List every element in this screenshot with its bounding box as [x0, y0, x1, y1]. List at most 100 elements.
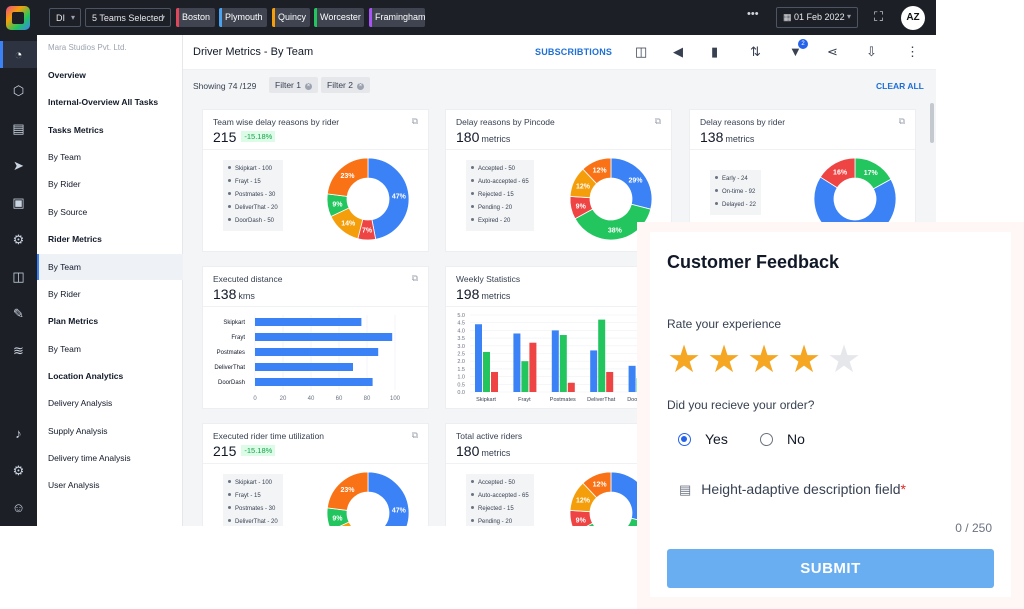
description-field[interactable]: ▤ Height-adaptive description field*: [679, 481, 906, 498]
donut-slice[interactable]: [819, 157, 856, 189]
bar[interactable]: [529, 342, 537, 392]
donut-slice[interactable]: [582, 471, 612, 499]
nav-item-plan-by-team[interactable]: By Team: [48, 344, 81, 354]
clear-all-button[interactable]: CLEAR ALL: [876, 81, 924, 91]
nav-item-internal-overview[interactable]: Internal-Overview All Tasks: [48, 97, 159, 107]
star-icon[interactable]: ★: [667, 339, 702, 381]
city-chip-framingham[interactable]: Framingham: [369, 8, 426, 27]
package-icon[interactable]: ⬡: [12, 83, 25, 98]
donut-slice[interactable]: [367, 471, 410, 526]
split-view-icon[interactable]: ◫: [635, 44, 648, 59]
more-options-icon[interactable]: •••: [747, 8, 759, 20]
bar[interactable]: [255, 333, 393, 341]
donut-slice[interactable]: [326, 157, 369, 197]
bar[interactable]: [475, 324, 482, 392]
share-icon[interactable]: ⋖: [827, 44, 838, 59]
download-icon[interactable]: ⇩: [866, 44, 877, 59]
subscriptions-link[interactable]: SUBSCRIBTIONS: [535, 47, 613, 57]
user-avatar[interactable]: AZ: [901, 6, 925, 30]
radio-unselected-icon[interactable]: [760, 433, 773, 446]
kebab-menu-icon[interactable]: ⋮: [906, 44, 919, 59]
donut-slice[interactable]: [574, 203, 652, 241]
bar[interactable]: [513, 333, 521, 392]
legend-item: Frayt - 15: [228, 490, 278, 503]
bar[interactable]: [483, 351, 490, 392]
city-chip-plymouth[interactable]: Plymouth: [219, 8, 267, 27]
nav-item-rider-by-team[interactable]: By Team: [37, 254, 183, 280]
bar[interactable]: [606, 371, 614, 392]
city-chip-quincy[interactable]: Quincy: [272, 8, 310, 27]
teams-select[interactable]: 5 Teams Selected ▾: [85, 8, 171, 27]
nav-item-tasks-by-team[interactable]: By Team: [48, 152, 81, 162]
donut-slice[interactable]: [582, 157, 612, 185]
donut-slice[interactable]: [367, 157, 410, 240]
fullscreen-icon[interactable]: ⛶: [874, 9, 884, 24]
bar[interactable]: [255, 348, 379, 356]
navigation-icon[interactable]: ➤: [13, 158, 24, 173]
filter-chip[interactable]: Filter 1 ×: [269, 77, 318, 93]
submit-button[interactable]: SUBMIT: [667, 549, 994, 588]
dashboard-icon[interactable]: ◔: [0, 41, 37, 68]
bar[interactable]: [590, 350, 598, 392]
city-chip-worcester[interactable]: Worcester: [314, 8, 364, 27]
nav-item-tasks-by-source[interactable]: By Source: [48, 207, 88, 217]
radio-no[interactable]: No: [760, 431, 805, 447]
bar[interactable]: [628, 365, 636, 392]
external-link-icon[interactable]: ⧉: [898, 116, 905, 126]
close-icon[interactable]: ×: [356, 83, 364, 90]
external-link-icon[interactable]: ⧉: [411, 273, 418, 283]
nav-item-user-analysis[interactable]: User Analysis: [48, 480, 100, 490]
bar[interactable]: [521, 361, 529, 392]
close-icon[interactable]: ×: [304, 83, 312, 90]
database-icon[interactable]: ≋: [13, 343, 24, 358]
bar[interactable]: [491, 371, 498, 392]
bar[interactable]: [567, 382, 575, 392]
donut-slice[interactable]: [575, 517, 652, 526]
radio-yes[interactable]: Yes: [678, 431, 728, 447]
gear-icon[interactable]: ⚙: [12, 463, 25, 478]
bar[interactable]: [551, 330, 559, 392]
nav-section-location-analytics[interactable]: Location Analytics: [48, 371, 124, 381]
radio-selected-icon[interactable]: [678, 433, 691, 446]
settings-icon[interactable]: ⚙: [12, 232, 25, 247]
nav-item-supply-analysis[interactable]: Supply Analysis: [48, 426, 108, 436]
bell-icon[interactable]: ♪: [15, 426, 22, 441]
app-logo[interactable]: [6, 6, 30, 30]
clipboard-icon[interactable]: ▣: [12, 195, 25, 210]
scrollbar-thumb[interactable]: [930, 103, 934, 143]
star-icon[interactable]: ★: [707, 339, 742, 381]
external-link-icon[interactable]: ⧉: [411, 116, 418, 126]
org-select[interactable]: DI ▾: [49, 8, 81, 27]
nav-item-overview[interactable]: Overview: [48, 70, 86, 80]
sort-icon[interactable]: ⇅: [750, 44, 761, 59]
edit-icon[interactable]: ✎: [13, 306, 24, 321]
megaphone-icon[interactable]: ◀: [673, 44, 683, 59]
bar[interactable]: [255, 318, 362, 326]
star-icon[interactable]: ★: [827, 339, 862, 381]
star-icon[interactable]: ★: [787, 339, 822, 381]
nav-item-rider-by-rider[interactable]: By Rider: [48, 289, 81, 299]
city-chip-boston[interactable]: Boston: [176, 8, 215, 27]
external-link-icon[interactable]: ⧉: [654, 116, 661, 126]
nav-item-delivery-time-analysis[interactable]: Delivery time Analysis: [48, 453, 131, 463]
profile-icon[interactable]: ☺: [11, 500, 26, 515]
bar[interactable]: [598, 319, 606, 392]
bar[interactable]: [255, 378, 373, 386]
external-link-icon[interactable]: ⧉: [411, 430, 418, 440]
star-icon[interactable]: ★: [747, 339, 782, 381]
calendar-icon[interactable]: ▤: [12, 121, 25, 136]
filter-chip[interactable]: Filter 2 ×: [321, 77, 370, 93]
nav-section-plan-metrics[interactable]: Plan Metrics: [48, 316, 99, 326]
date-picker[interactable]: ▦ 01 Feb 2022 ▾: [776, 7, 858, 28]
bar-chart-icon[interactable]: ▮: [711, 44, 719, 59]
star-rating[interactable]: ★ ★ ★ ★ ★: [667, 339, 867, 381]
nav-section-tasks-metrics[interactable]: Tasks Metrics: [48, 125, 104, 135]
nav-item-tasks-by-rider[interactable]: By Rider: [48, 179, 81, 189]
filter-icon[interactable]: ▼: [789, 44, 802, 59]
donut-slice[interactable]: [326, 471, 369, 511]
bar[interactable]: [559, 335, 567, 392]
nav-item-delivery-analysis[interactable]: Delivery Analysis: [48, 398, 113, 408]
reports-icon[interactable]: ◫: [12, 269, 25, 284]
bar[interactable]: [255, 363, 353, 371]
nav-section-rider-metrics[interactable]: Rider Metrics: [48, 234, 102, 244]
